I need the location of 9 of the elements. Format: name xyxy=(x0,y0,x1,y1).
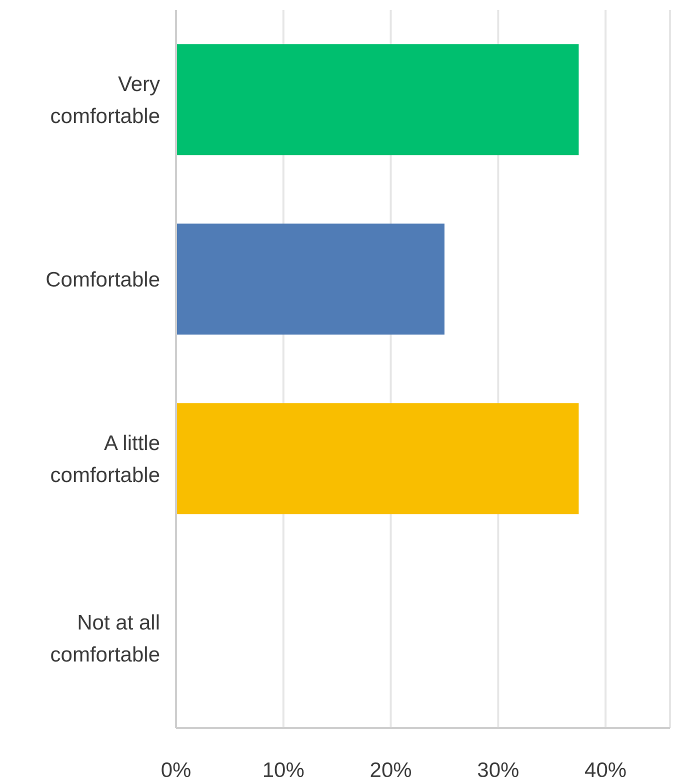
x-tick-label: 30% xyxy=(477,758,520,777)
x-tick-label: 20% xyxy=(370,758,412,777)
y-tick-label: Not at all comfortable xyxy=(50,610,160,666)
x-tick-label: 10% xyxy=(262,758,304,777)
y-tick-label: Very comfortable xyxy=(50,72,160,128)
x-tick-label: 40% xyxy=(584,758,627,777)
y-tick-label: Comfortable xyxy=(46,268,160,291)
x-tick-label: 0% xyxy=(160,758,192,777)
y-tick-label: A little comfortable xyxy=(50,431,160,486)
